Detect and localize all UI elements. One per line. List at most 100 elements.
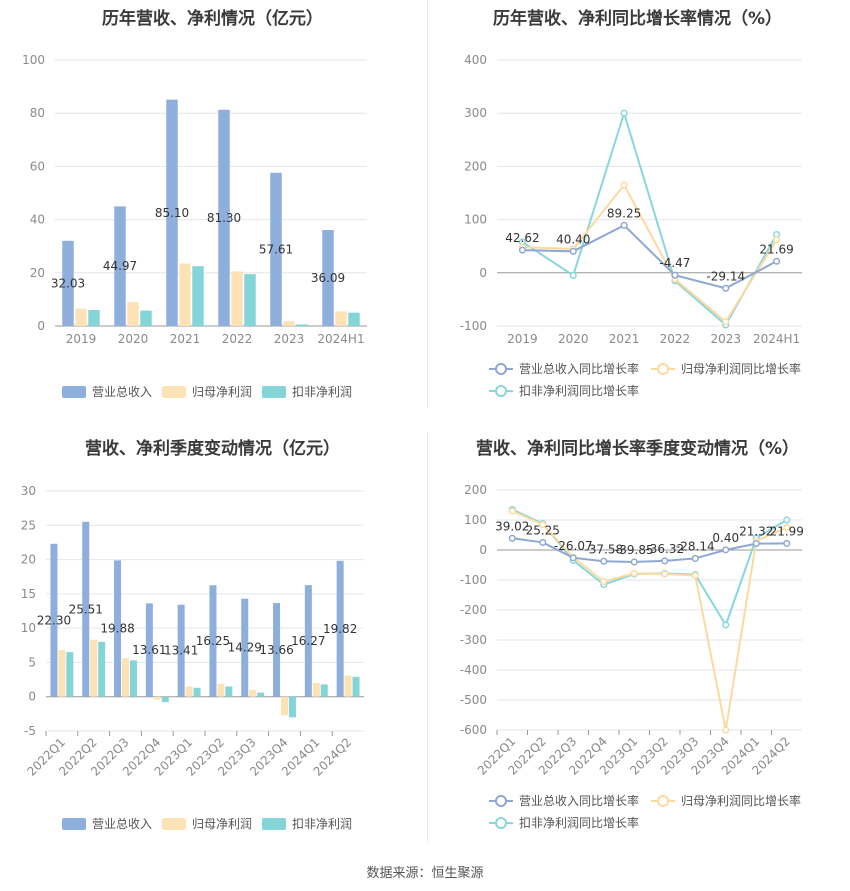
data-label: -36.32	[645, 542, 684, 556]
data-label: -4.47	[659, 256, 690, 270]
x-tick-label: 2019	[66, 332, 97, 346]
data-label: 14.29	[228, 641, 262, 655]
data-point	[569, 554, 577, 562]
chart-title: 营收、净利同比增长率季度变动情况（%）	[475, 439, 800, 459]
legend-item-parent-profit[interactable]: 归母净利润	[162, 815, 252, 832]
legend-item-nonrecurring-profit-growth[interactable]: 扣非净利润同比增长率	[489, 382, 639, 399]
data-point	[569, 247, 577, 255]
legend-label: 营业总收入同比增长率	[519, 794, 640, 808]
x-tick-label: 2022	[660, 332, 691, 346]
data-point	[518, 246, 526, 254]
bar-parent-profit	[122, 658, 129, 697]
legend-swatch	[489, 384, 513, 397]
y-tick-label: 0	[28, 690, 36, 704]
bar-revenue	[270, 172, 282, 326]
data-source-note: 数据来源：恒生聚源	[366, 866, 484, 881]
legend-item-revenue[interactable]: 营业总收入	[62, 815, 152, 832]
data-point	[661, 557, 669, 565]
data-label: 42.62	[505, 231, 539, 245]
bar-nonrecurring-profit	[161, 696, 169, 703]
data-label: 21.69	[759, 242, 793, 256]
bar-revenue	[336, 560, 344, 697]
data-label: 21.99	[770, 524, 804, 538]
bar-revenue	[322, 230, 334, 326]
y-tick-label: 60	[30, 159, 45, 173]
line-parent-profit-growth	[511, 510, 788, 731]
y-tick-label: -100	[460, 319, 487, 333]
y-tick-label: 5	[28, 655, 36, 669]
data-point	[783, 539, 791, 547]
bar-parent-profit	[75, 308, 87, 326]
data-label: -28.14	[676, 539, 715, 553]
data-point	[539, 538, 547, 546]
bar-revenue	[273, 603, 281, 697]
y-tick-label: 200	[464, 159, 487, 173]
data-label: 32.03	[51, 276, 85, 290]
bar-parent-profit	[249, 689, 257, 697]
data-point	[691, 571, 699, 580]
data-label: 22.30	[37, 613, 71, 627]
legend-label: 营业总收入	[92, 385, 153, 399]
legend-label: 营业总收入	[92, 817, 153, 831]
data-label: 13.41	[164, 644, 198, 658]
y-tick-label: 10	[21, 621, 36, 635]
legend-item-revenue-growth[interactable]: 营业总收入同比增长率	[489, 792, 639, 809]
x-tick-label: 2021	[170, 332, 201, 346]
data-label: -26.07	[554, 539, 593, 553]
legend-swatch	[162, 817, 186, 830]
legend-label: 扣非净利润同比增长率	[519, 816, 640, 830]
legend-item-parent-profit-growth[interactable]: 归母净利润同比增长率	[651, 792, 801, 809]
data-label: 13.66	[259, 643, 293, 657]
bar-revenue	[241, 598, 249, 697]
y-tick-label: -100	[460, 573, 487, 587]
bar-revenue	[177, 604, 185, 697]
x-tick-label: 2023	[274, 332, 305, 346]
legend-item-nonrecurring-profit[interactable]: 扣非净利润	[262, 383, 352, 400]
legend-swatch	[162, 385, 186, 398]
y-tick-label: 300	[464, 106, 487, 120]
bar-revenue	[114, 206, 126, 326]
legend-item-revenue-growth[interactable]: 营业总收入同比增长率	[489, 360, 639, 377]
bar-revenue	[114, 560, 122, 697]
data-label: 25.25	[526, 523, 560, 537]
bar-parent-profit	[335, 311, 347, 326]
legend-swatch	[262, 385, 286, 398]
legend-label: 扣非净利润	[292, 385, 353, 399]
legend-item-parent-profit[interactable]: 归母净利润	[162, 383, 252, 400]
legend-label: 归母净利润	[192, 385, 253, 399]
legend-item-parent-profit-growth[interactable]: 归母净利润同比增长率	[651, 360, 801, 377]
bar-nonrecurring-profit	[66, 652, 74, 697]
bar-revenue	[62, 240, 74, 326]
data-point	[752, 540, 760, 548]
y-tick-label: 15	[21, 587, 36, 601]
legend-label: 扣非净利润	[292, 817, 353, 831]
data-point	[600, 577, 608, 586]
x-tick-label: 2024H1	[317, 332, 364, 346]
legend-item-revenue[interactable]: 营业总收入	[62, 383, 152, 400]
bar-parent-profit	[179, 263, 191, 326]
line-revenue-growth	[522, 224, 778, 290]
bar-parent-profit	[153, 696, 161, 700]
bar-revenue	[166, 99, 178, 326]
data-point	[671, 271, 679, 279]
data-point	[773, 236, 781, 244]
x-tick-label: 2019	[507, 332, 538, 346]
data-label: 19.82	[323, 622, 357, 636]
data-point	[600, 557, 608, 565]
bar-nonrecurring-profit	[88, 310, 100, 326]
legend-item-nonrecurring-profit-growth[interactable]: 扣非净利润同比增长率	[489, 814, 639, 831]
data-label: 39.02	[495, 519, 529, 533]
y-tick-label: -5	[24, 724, 36, 738]
legend-item-nonrecurring-profit[interactable]: 扣非净利润	[262, 815, 352, 832]
y-tick-label: -600	[460, 723, 487, 737]
data-point	[539, 520, 547, 529]
bar-revenue	[145, 603, 153, 697]
legend-label: 归母净利润同比增长率	[681, 362, 802, 376]
chart-legend: 营业总收入 归母净利润 扣非净利润	[0, 815, 425, 835]
y-tick-label: 20	[30, 266, 45, 280]
annual-growth-rate-chart: 历年营收、净利同比增长率情况（%） -100 0 100 200 300 400 2019 2…	[425, 0, 850, 410]
data-point	[508, 534, 516, 542]
x-tick-label: 2020	[118, 332, 149, 346]
data-point	[508, 507, 516, 515]
data-label: 0.40	[712, 531, 739, 545]
